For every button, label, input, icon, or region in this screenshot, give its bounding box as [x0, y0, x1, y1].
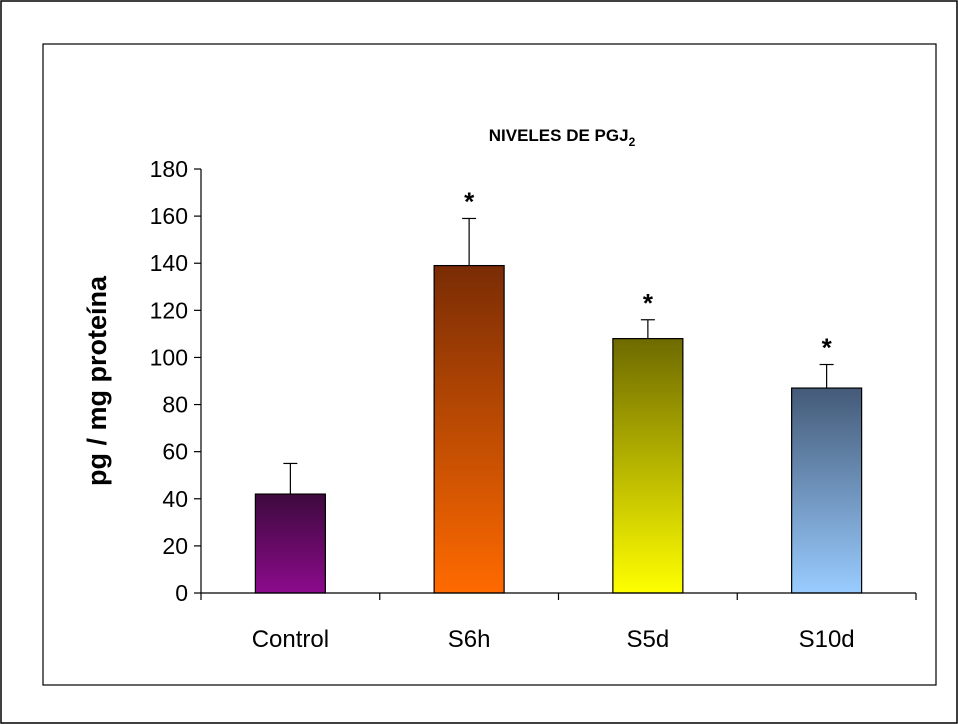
y-tick-label: 180 [150, 156, 188, 182]
y-tick-label: 40 [162, 486, 188, 512]
bar-s10d [791, 387, 863, 594]
bar-control [254, 493, 326, 594]
y-tick-label: 0 [175, 580, 188, 606]
axes-layer: Control S6h S5d S10d 0 20 40 60 80 100 120 140 160 18… [150, 156, 917, 653]
y-tick-label: 80 [162, 392, 188, 418]
significance-marker: * [822, 333, 833, 363]
x-tick-label: S5d [627, 626, 670, 653]
y-tick-label: 160 [150, 203, 188, 229]
chart-title-text: NIVELES DE PGJ [489, 126, 629, 145]
y-tick-label: 120 [150, 297, 188, 323]
bar-s6h [433, 264, 505, 594]
x-tick-label: S6h [448, 626, 491, 653]
y-tick-label: 20 [162, 533, 188, 559]
bar-s5d [612, 338, 684, 594]
y-axis-label: pg / mg proteína [82, 275, 112, 486]
bars-layer: * * * [254, 186, 863, 594]
x-tick-label: S10d [799, 626, 855, 653]
y-tick-label: 100 [150, 344, 188, 370]
significance-marker: * [464, 186, 475, 216]
x-tick-label: Control [252, 626, 329, 653]
significance-marker: * [643, 288, 654, 318]
y-tick-label: 60 [162, 439, 188, 465]
chart-title: NIVELES DE PGJ2 [489, 126, 636, 149]
y-tick-label: 140 [150, 250, 188, 276]
chart-title-subscript: 2 [629, 135, 636, 149]
